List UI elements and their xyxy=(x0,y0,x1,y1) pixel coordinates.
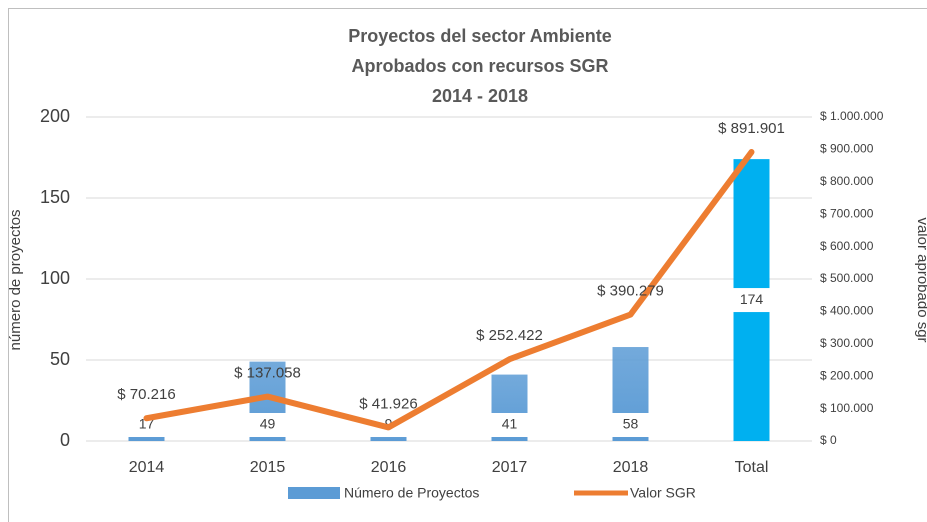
data-label: $ 137.058 xyxy=(234,365,301,382)
y2-tick-label: $ 1.000.000 xyxy=(820,109,884,123)
legend-marker xyxy=(288,487,340,499)
data-label: $ 252.422 xyxy=(476,327,543,344)
legend-label: Número de Proyectos xyxy=(344,485,479,501)
data-label: 174 xyxy=(740,291,764,307)
data-label-box xyxy=(610,413,651,437)
y2-axis-label: valor aprobado sgr xyxy=(914,217,927,342)
data-label-box xyxy=(247,413,288,437)
legend-label: Valor SGR xyxy=(630,485,696,501)
chart-title: Aprobados con recursos SGR xyxy=(351,56,608,76)
x-tick-label: Total xyxy=(735,459,769,476)
x-tick-label: 2016 xyxy=(371,459,407,476)
chart-title: Proyectos del sector Ambiente xyxy=(348,26,611,46)
line xyxy=(143,149,755,431)
data-label: 49 xyxy=(260,416,276,432)
y2-tick-label: $ 900.000 xyxy=(820,142,874,156)
data-label: $ 390.279 xyxy=(597,283,664,300)
data-label: 58 xyxy=(623,416,639,432)
x-tick-label: 2014 xyxy=(129,459,165,476)
data-label-box xyxy=(731,288,772,313)
x-tick-label: 2017 xyxy=(492,459,528,476)
y-tick-label: 200 xyxy=(40,106,70,126)
x-tick-label: 2015 xyxy=(250,459,286,476)
y2-tick-label: $ 500.000 xyxy=(820,271,874,285)
y-axis-label: número de proyectos xyxy=(7,210,24,351)
y2-tick-label: $ 600.000 xyxy=(820,239,874,253)
x-tick-label: 2018 xyxy=(613,459,649,476)
data-label: $ 41.926 xyxy=(359,395,417,412)
chart-title: 2014 - 2018 xyxy=(432,86,528,106)
data-label: $ 70.216 xyxy=(117,386,175,403)
y-tick-label: 150 xyxy=(40,187,70,207)
data-label: 41 xyxy=(502,416,518,432)
y2-tick-label: $ 400.000 xyxy=(820,304,874,318)
data-label-box xyxy=(489,413,530,437)
chart-border xyxy=(8,8,927,522)
y2-tick-label: $ 100.000 xyxy=(820,401,874,415)
y2-tick-label: $ 800.000 xyxy=(820,174,874,188)
data-label: 9 xyxy=(385,416,393,432)
y2-tick-label: $ 300.000 xyxy=(820,336,874,350)
y2-tick-label: $ 0 xyxy=(820,433,837,447)
y-tick-label: 100 xyxy=(40,268,70,288)
y2-tick-label: $ 700.000 xyxy=(820,206,874,220)
y-tick-label: 50 xyxy=(50,349,70,369)
y2-tick-label: $ 200.000 xyxy=(820,368,874,382)
y-tick-label: 0 xyxy=(60,430,70,450)
data-label: $ 891.901 xyxy=(718,120,785,137)
